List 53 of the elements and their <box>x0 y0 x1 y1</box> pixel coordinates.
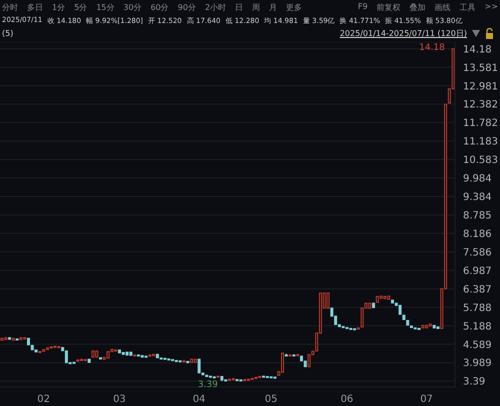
text: 月 <box>269 2 278 13</box>
annotation: 14.18 <box>419 42 445 53</box>
text: 叠加 <box>410 2 426 13</box>
text: 90分 <box>178 2 196 13</box>
text: 15分 <box>96 2 114 13</box>
text: 2小时 <box>204 2 226 13</box>
y-tick-label: 6.987 <box>463 266 492 277</box>
text: 60分 <box>150 2 169 13</box>
y-tick-label: 12.981 <box>463 81 498 92</box>
x-tick-label: 04 <box>192 394 206 406</box>
x-tick-label: 06 <box>340 394 354 406</box>
y-tick-label: 3.989 <box>463 358 492 370</box>
x-tick-label: 07 <box>420 394 433 406</box>
y-tick-label: 10.583 <box>463 155 498 166</box>
y-tick-label: 6.387 <box>463 284 492 296</box>
x-tick-label: 02 <box>37 394 50 406</box>
candlestick <box>64 350 68 364</box>
x-tick-label: 05 <box>264 394 278 406</box>
y-tick-label: 8.785 <box>463 210 492 222</box>
text: 工具 <box>460 2 476 13</box>
y-tick-label: 7.586 <box>463 247 492 258</box>
y-tick-label: 8.186 <box>463 228 492 240</box>
annotation: 3.39 <box>198 380 218 390</box>
text: (5) <box>2 29 14 38</box>
y-tick-label: 13.581 <box>463 62 498 74</box>
y-tick-label: 5.788 <box>463 302 492 314</box>
text: 日 <box>235 2 244 13</box>
candlestick <box>326 292 330 309</box>
text: 多日 <box>27 2 43 13</box>
text: 周 <box>252 2 260 13</box>
y-tick-label: 12.382 <box>463 100 498 111</box>
y-tick-label: 11.183 <box>463 136 498 148</box>
text: 画线 <box>434 2 451 13</box>
text: 1分 <box>52 2 66 13</box>
y-tick-label: 14.18 <box>463 44 492 56</box>
text: 30分 <box>123 2 142 13</box>
candlestick <box>281 352 284 373</box>
text: F9 <box>358 2 368 13</box>
text: 2025/01/14-2025/07/11 (120日) <box>340 28 467 39</box>
y-tick-label: 5.188 <box>463 321 492 332</box>
x-tick-label: 03 <box>113 394 126 406</box>
text: 分时 <box>2 2 18 13</box>
candlestick <box>308 354 311 368</box>
y-tick-label: 3.39 <box>463 376 486 388</box>
candlestick <box>198 358 201 374</box>
y-tick-label: 11.782 <box>463 118 498 130</box>
y-tick-label: 9.384 <box>463 192 492 204</box>
text: 前复权 <box>376 2 401 13</box>
text: 更多 <box>286 2 302 13</box>
y-tick-label: 9.984 <box>463 174 492 185</box>
y-tick-label: 4.589 <box>463 340 492 351</box>
text: 5分 <box>74 2 88 13</box>
text: >> <box>484 2 498 13</box>
